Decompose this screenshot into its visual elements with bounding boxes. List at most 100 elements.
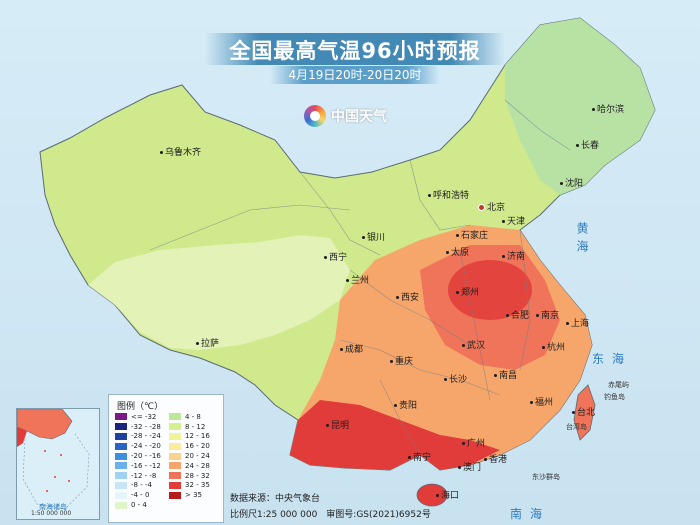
city-lanzhou: 兰州: [346, 273, 369, 286]
city-taipei: 台北: [572, 405, 595, 418]
legend-swatch: [169, 472, 181, 480]
city-harbin: 哈尔滨: [592, 102, 624, 115]
legend-swatch: [169, 432, 181, 440]
city-changsha: 长沙: [444, 372, 467, 385]
south-sea-label: 南海: [510, 507, 551, 521]
inset-scale: 1:50 000 000: [31, 510, 72, 517]
city-jinan: 济南: [502, 249, 525, 262]
city-chongqing: 重庆: [390, 354, 413, 367]
taiwan-island-label: 台湾岛: [566, 423, 587, 431]
city-shenyang: 沈阳: [560, 176, 583, 189]
legend-label: -4 - 0: [131, 491, 150, 500]
city-hohhot: 呼和浩特: [428, 188, 469, 201]
city-tianjin: 天津: [502, 214, 525, 227]
legend-item: > 35: [169, 490, 223, 500]
legend-label: 20 - 24: [185, 452, 210, 461]
city-shijiazhuang: 石家庄: [456, 228, 488, 241]
city-hongkong: 香港: [484, 452, 507, 465]
map-subtitle: 4月19日20时-20日20时: [288, 68, 422, 82]
city-urumqi: 乌鲁木齐: [160, 145, 201, 158]
legend-item: -32 - -28: [115, 422, 169, 432]
city-zhengzhou: 郑州: [456, 285, 479, 298]
legend-swatch: [169, 442, 181, 450]
legend-label: -24 - -20: [131, 442, 161, 451]
city-yinchuan: 银川: [362, 230, 385, 243]
legend-swatch: [169, 423, 181, 431]
legend-item: 32 - 35: [169, 481, 223, 491]
legend-swatch: [169, 452, 181, 460]
city-macau: 澳门: [458, 460, 481, 473]
city-haikou: 海口: [436, 488, 459, 501]
city-kunming: 昆明: [326, 418, 349, 431]
city-shanghai: 上海: [566, 316, 589, 329]
city-wuhan: 武汉: [462, 338, 485, 351]
city-beijing: 北京: [478, 200, 505, 213]
diaoyu-island-label: 钓鱼岛: [604, 393, 625, 401]
legend-swatch: [115, 481, 127, 489]
city-fuzhou: 福州: [530, 395, 553, 408]
legend-label: -16 - -12: [131, 461, 161, 470]
legend-item: 20 - 24: [169, 451, 223, 461]
city-nanjing: 南京: [536, 308, 559, 321]
city-taiyuan: 太原: [446, 245, 469, 258]
east-sea-label: 东海: [592, 352, 633, 366]
legend: 图例（℃） <= -32 4 - 8 -32 - -28 8 - 12 -28 - -2…: [108, 394, 224, 523]
city-guangzhou: 广州: [462, 436, 485, 449]
legend-label: 16 - 20: [185, 442, 210, 451]
legend-swatch: [115, 432, 127, 440]
legend-label: -32 - -28: [131, 422, 161, 431]
legend-label: -28 - -24: [131, 432, 161, 441]
legend-swatch: [115, 472, 127, 480]
legend-item: 24 - 28: [169, 461, 223, 471]
legend-item: -20 - -16: [115, 451, 169, 461]
legend-item: -28 - -24: [115, 432, 169, 442]
legend-swatch: [115, 413, 127, 421]
weather-logo-icon: [304, 105, 326, 127]
legend-swatch: [169, 462, 181, 470]
legend-swatch: [115, 462, 127, 470]
province-borders: [149, 99, 571, 456]
brand-logo: 中国天气: [304, 104, 387, 128]
legend-label: 32 - 35: [185, 481, 210, 490]
legend-item: -4 - 0: [115, 490, 169, 500]
legend-item: 0 - 4: [115, 500, 169, 510]
subtitle-banner: [270, 66, 440, 84]
legend-item: 4 - 8: [169, 412, 223, 422]
city-changchun: 长春: [576, 138, 599, 151]
legend-label: 4 - 8: [185, 412, 201, 421]
legend-swatch: [115, 452, 127, 460]
legend-label: > 35: [185, 491, 202, 500]
data-source: 数据来源：中央气象台: [230, 494, 321, 504]
city-lhasa: 拉萨: [196, 336, 219, 349]
brand-logo-text: 中国天气: [331, 109, 387, 125]
legend-item: -16 - -12: [115, 461, 169, 471]
city-guiyang: 贵阳: [394, 398, 417, 411]
legend-swatch: [115, 501, 127, 509]
dongsha-islands-label: 东沙群岛: [532, 473, 560, 481]
legend-item: <= -32: [115, 412, 169, 422]
yellow-sea-label: 黄海: [575, 222, 589, 258]
legend-item: 28 - 32: [169, 471, 223, 481]
legend-swatch: [115, 423, 127, 431]
legend-label: 12 - 16: [185, 432, 210, 441]
legend-label: 8 - 12: [185, 422, 206, 431]
legend-swatch: [169, 413, 181, 421]
city-xining: 西宁: [324, 250, 347, 263]
south-china-sea-inset: 南海诸岛 1:50 000 000: [16, 408, 100, 520]
hot-core-central: [448, 260, 532, 320]
tibet-cool-zone: [88, 235, 350, 350]
city-nanning: 南宁: [408, 450, 431, 463]
legend-item: -12 - -8: [115, 471, 169, 481]
legend-label: -8 - -4: [131, 481, 152, 490]
legend-item: 16 - 20: [169, 441, 223, 451]
title-banner: [205, 33, 505, 65]
northeast-cool-zone: [505, 18, 655, 195]
city-chengdu: 成都: [340, 342, 363, 355]
city-hangzhou: 杭州: [542, 340, 565, 353]
legend-title: 图例（℃）: [117, 402, 164, 412]
legend-swatch: [169, 491, 181, 499]
inset-name: 南海诸岛: [39, 503, 67, 511]
legend-item: -8 - -4: [115, 481, 169, 491]
map-title: 全国最高气温96小时预报: [229, 39, 481, 63]
